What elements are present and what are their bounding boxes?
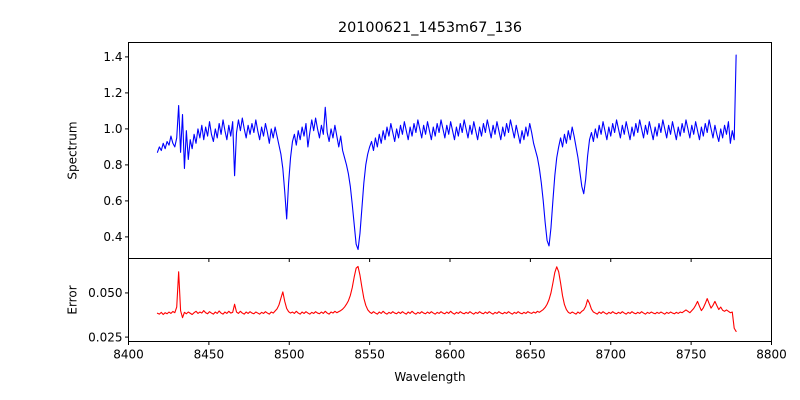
spectrum-y-tick-label: 1.4 (103, 50, 122, 64)
chart-title: 20100621_1453m67_136 (338, 20, 522, 36)
spectrum-data-line (156, 54, 737, 251)
spectrum-y-tick-label: 0.6 (103, 194, 122, 208)
error-y-tick-label: 0.025 (88, 330, 122, 344)
spectrum-y-tick-label: 0.4 (103, 230, 122, 244)
spectrum-y-tick-label: 1.0 (103, 122, 122, 136)
error-data-line (156, 265, 737, 332)
x-tick-label: 8400 (113, 348, 144, 362)
error-y-axis-label: Error (66, 285, 80, 314)
x-tick-label: 8800 (756, 348, 787, 362)
x-tick-label: 8500 (274, 348, 305, 362)
x-tick-label: 8450 (194, 348, 225, 362)
x-tick-label: 8700 (595, 348, 626, 362)
spectrum-y-axis-label: Spectrum (66, 121, 80, 179)
spectrum-y-tick-label: 0.8 (103, 158, 122, 172)
x-tick-label: 8600 (435, 348, 466, 362)
error-y-tick-label: 0.050 (88, 286, 122, 300)
x-tick-label: 8650 (515, 348, 546, 362)
spectrum-panel: 0.4 0.6 0.8 1.0 1.2 1.4 Spectrum (66, 42, 772, 262)
x-axis-label: Wavelength (394, 370, 465, 384)
x-tick-label: 8750 (676, 348, 707, 362)
error-panel: 0.025 0.050 8400 8450 8500 8550 8600 8650 8700 87… (66, 258, 787, 362)
spectrum-y-tick-label: 1.2 (103, 86, 122, 100)
x-tick-label: 8550 (354, 348, 385, 362)
